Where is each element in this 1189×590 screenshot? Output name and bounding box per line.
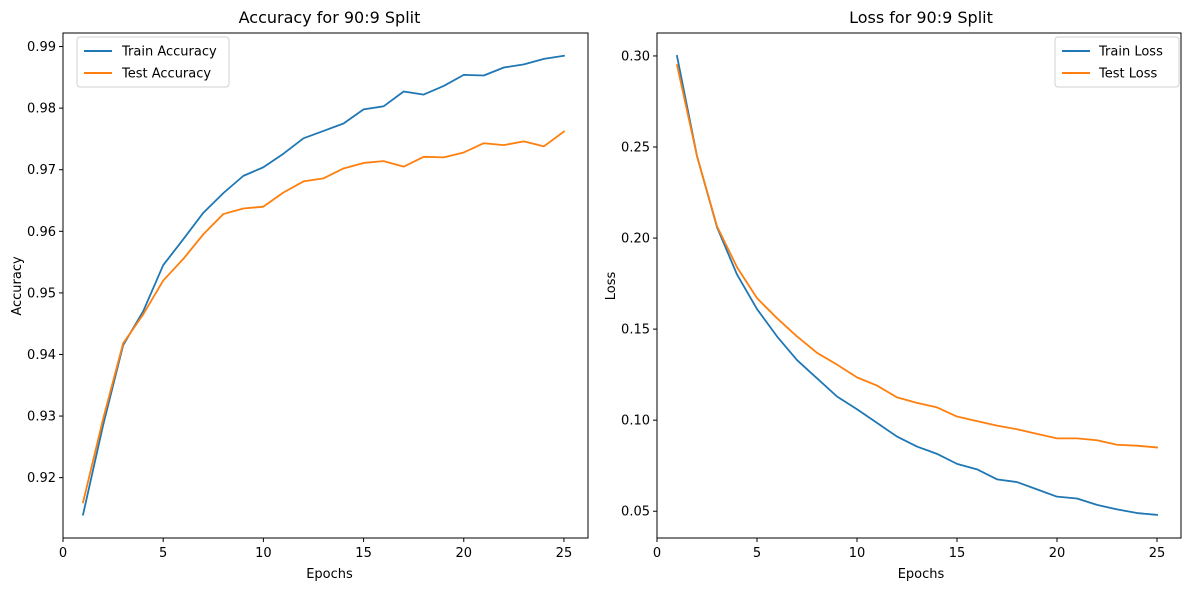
loss-legend-label-train: Train Loss xyxy=(1098,45,1163,60)
accuracy-x-axis-label: Epochs xyxy=(306,567,353,582)
loss-x-tick-label: 20 xyxy=(1049,546,1066,561)
loss-chart: Loss for 90:9 Split Epochs Loss 0 5 10 15 20… xyxy=(604,8,1182,582)
loss-x-tick-label: 0 xyxy=(653,546,661,561)
loss-y-axis-label: Loss xyxy=(604,272,619,301)
loss-legend-label-test: Test Loss xyxy=(1098,67,1157,82)
accuracy-x-tick-label: 25 xyxy=(556,546,573,561)
loss-y-tick-label: 0.20 xyxy=(621,232,650,247)
accuracy-x-tick-label: 0 xyxy=(59,546,67,561)
accuracy-legend: Train Accuracy Test Accuracy xyxy=(76,36,230,88)
accuracy-chart: Accuracy for 90:9 Split Epochs Accuracy … xyxy=(10,8,589,582)
accuracy-x-tick-label: 5 xyxy=(159,546,167,561)
accuracy-y-tick-label: 0.98 xyxy=(27,102,56,117)
accuracy-y-tick-label: 0.96 xyxy=(27,225,56,240)
accuracy-series-line-test xyxy=(81,130,566,504)
loss-y-tick-label: 0.25 xyxy=(621,141,650,156)
loss-x-tick-label: 5 xyxy=(753,546,761,561)
loss-lines xyxy=(675,54,1158,516)
loss-y-tick-label: 0.15 xyxy=(621,323,650,338)
accuracy-ticks: 0 5 10 15 20 25 0.92 0.93 0.94 0.95 0.96 0.97 0.98 0.… xyxy=(27,40,572,561)
accuracy-y-tick-label: 0.95 xyxy=(27,286,56,301)
loss-x-tick-label: 25 xyxy=(1149,546,1166,561)
accuracy-x-tick-label: 15 xyxy=(355,546,372,561)
loss-x-axis-label: Epochs xyxy=(898,567,945,582)
loss-chart-title: Loss for 90:9 Split xyxy=(849,8,993,27)
loss-ticks: 0 5 10 15 20 25 0.05 0.10 0.15 0.20 0.25 0.30 xyxy=(621,49,1165,561)
loss-plot-frame xyxy=(656,32,1182,539)
loss-legend: Train Loss Test Loss xyxy=(1054,36,1180,88)
loss-series-line-test xyxy=(675,63,1158,449)
accuracy-series-line-train xyxy=(81,54,565,516)
accuracy-lines xyxy=(81,54,566,516)
accuracy-x-tick-label: 10 xyxy=(255,546,272,561)
loss-x-tick-label: 15 xyxy=(949,546,966,561)
accuracy-y-tick-label: 0.92 xyxy=(27,471,56,486)
accuracy-y-axis-label: Accuracy xyxy=(10,256,25,316)
loss-y-tick-label: 0.10 xyxy=(621,414,650,429)
accuracy-legend-label-train: Train Accuracy xyxy=(121,45,217,60)
accuracy-y-tick-label: 0.93 xyxy=(27,410,56,425)
loss-y-tick-label: 0.05 xyxy=(621,505,650,520)
accuracy-y-tick-label: 0.94 xyxy=(27,348,56,363)
accuracy-y-tick-label: 0.99 xyxy=(27,40,56,55)
accuracy-legend-box xyxy=(76,36,230,88)
accuracy-y-tick-label: 0.97 xyxy=(27,163,56,178)
accuracy-x-tick-label: 20 xyxy=(455,546,472,561)
loss-y-tick-label: 0.30 xyxy=(621,49,650,64)
loss-series-line-train xyxy=(675,54,1158,516)
accuracy-legend-label-test: Test Accuracy xyxy=(121,67,211,82)
loss-legend-box xyxy=(1054,36,1180,88)
accuracy-chart-title: Accuracy for 90:9 Split xyxy=(239,8,421,27)
accuracy-plot-frame xyxy=(62,32,589,539)
loss-x-tick-label: 10 xyxy=(849,546,866,561)
